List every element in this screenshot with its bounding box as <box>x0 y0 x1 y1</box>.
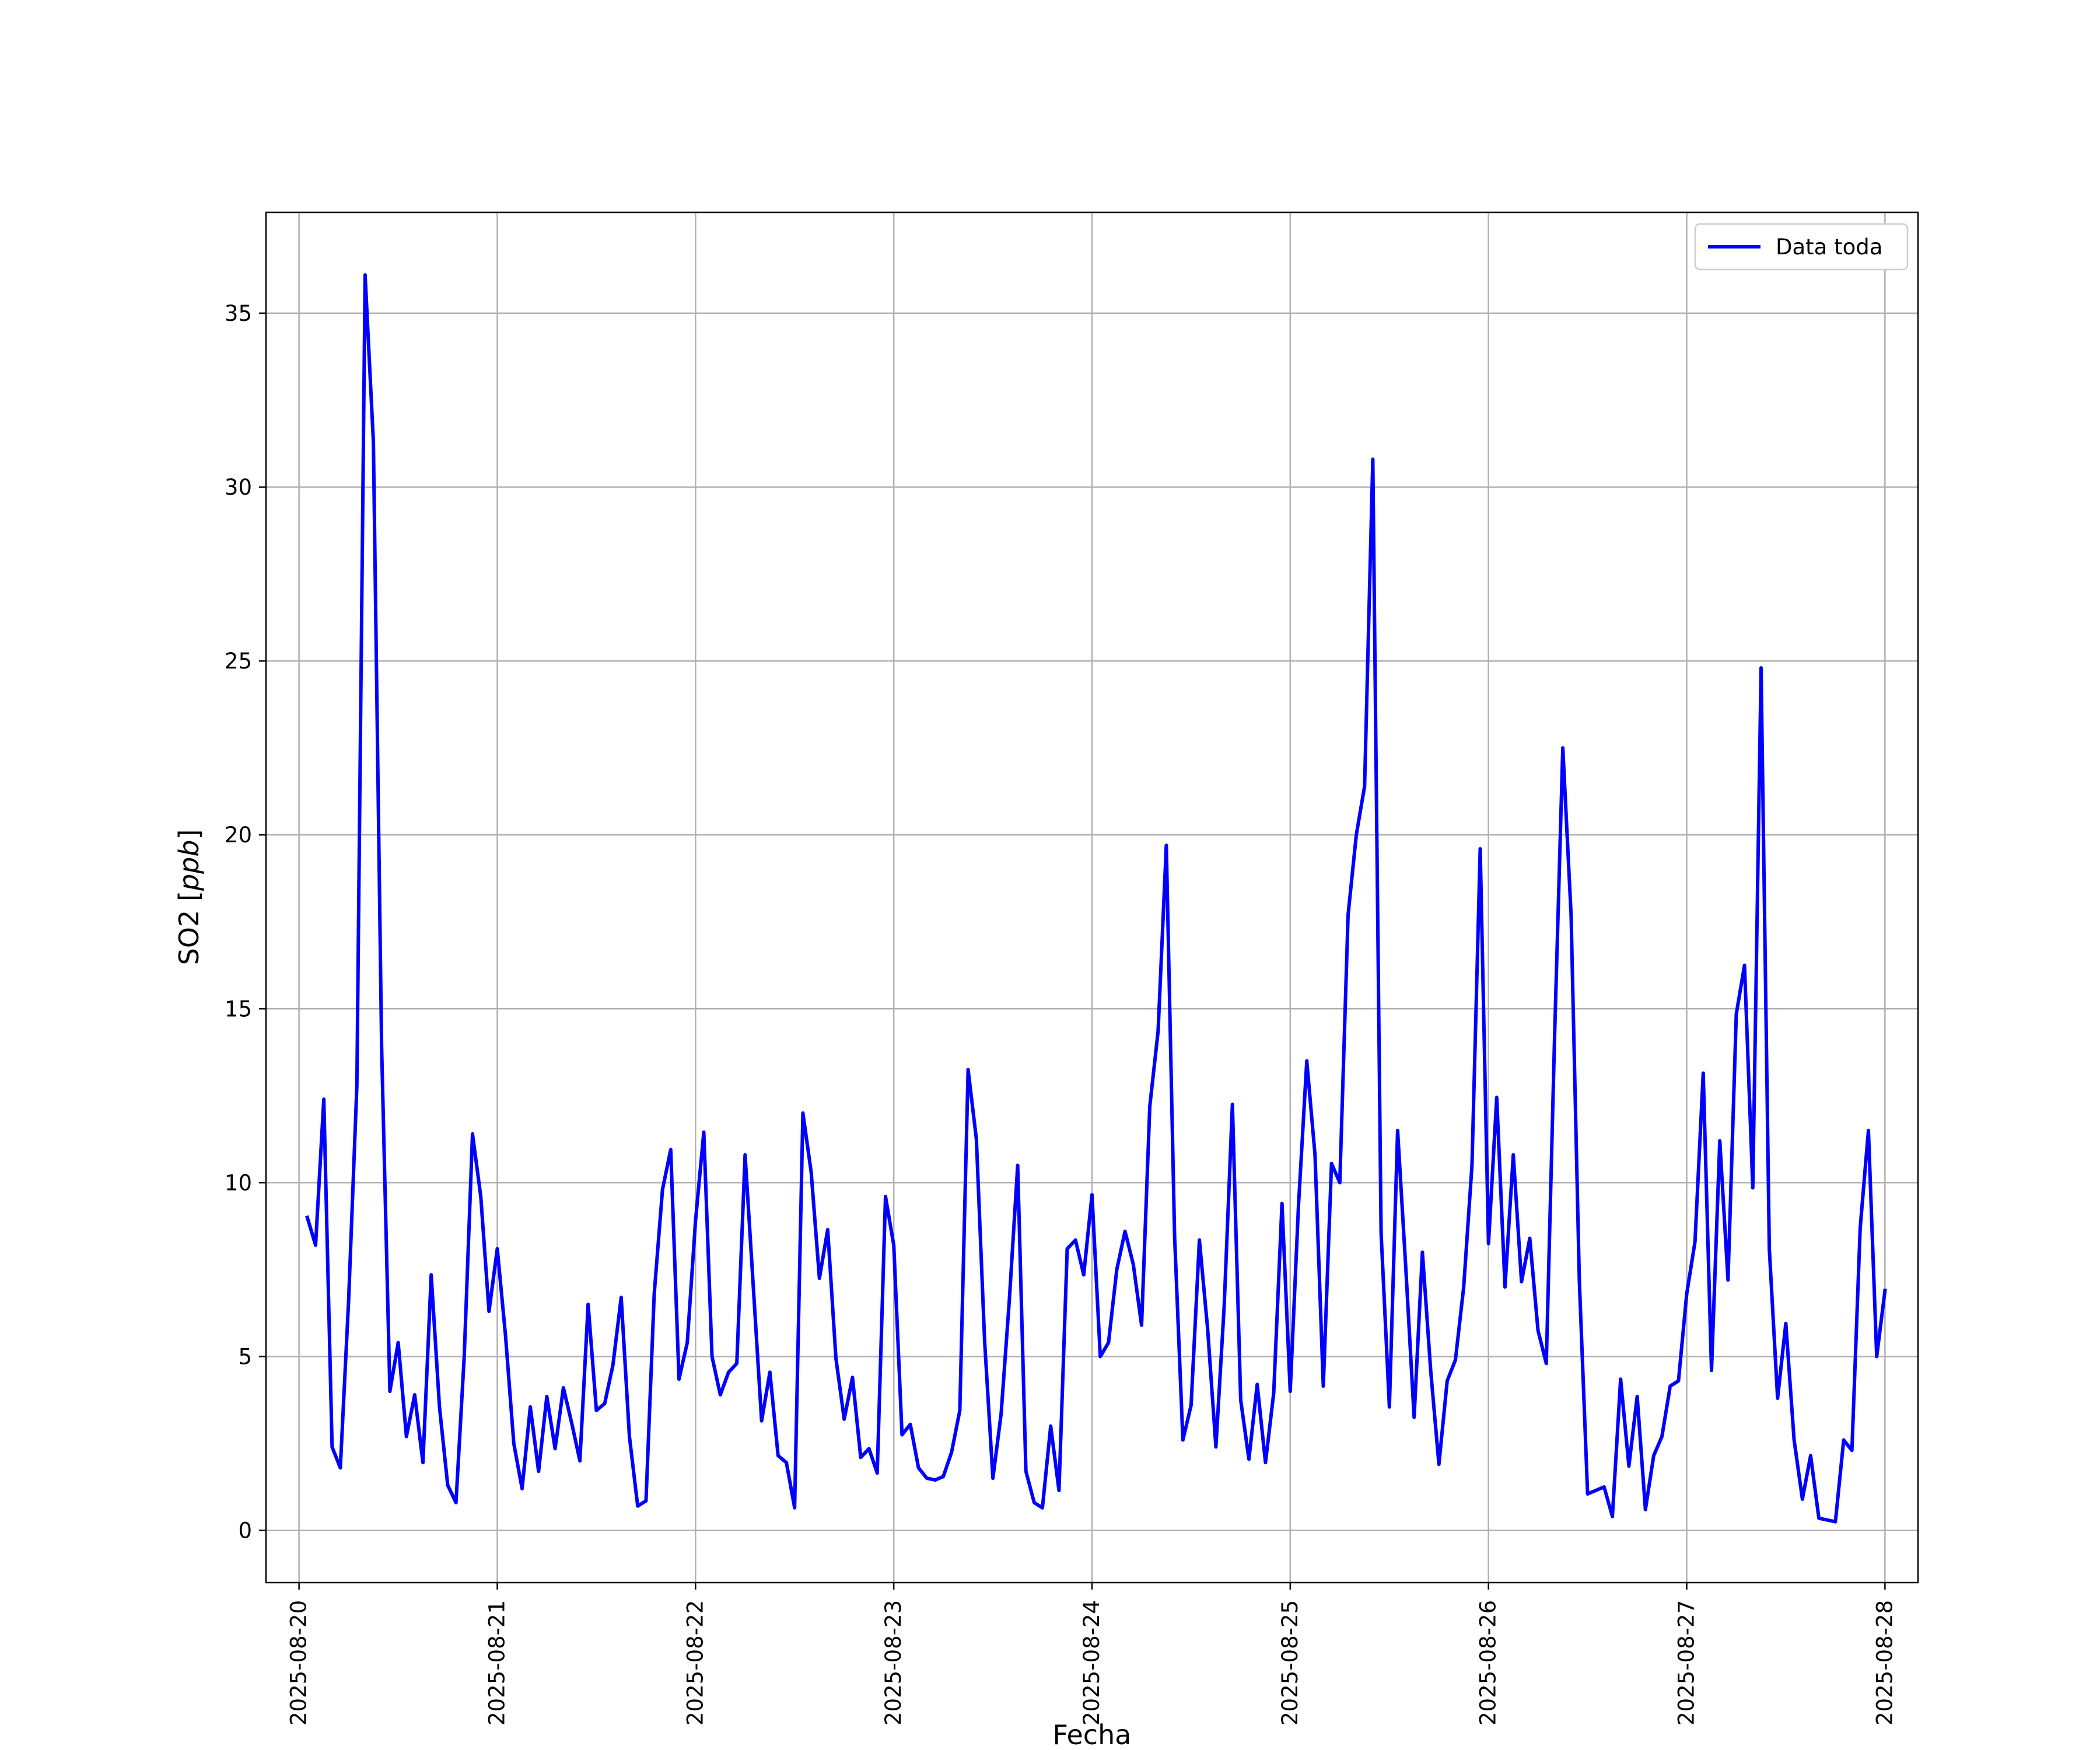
y-axis-label-bracket-close: ] <box>173 830 205 840</box>
legend-entry-label: Data toda <box>1776 235 1882 260</box>
x-tick-label: 2025-08-21 <box>484 1600 509 1726</box>
y-axis-label-bracket-open: [ <box>173 891 205 901</box>
y-tick-label: 15 <box>225 996 252 1021</box>
x-tick-label: 2025-08-23 <box>881 1600 906 1726</box>
x-tick-label: 2025-08-24 <box>1079 1600 1104 1726</box>
y-tick-label: 35 <box>225 301 252 326</box>
y-axis-label-unit: ppb <box>173 840 205 892</box>
y-axis-label: SO2 [ppb] <box>173 830 205 965</box>
y-tick-label: 0 <box>238 1518 252 1544</box>
x-axis-label: Fecha <box>1053 1719 1132 1750</box>
series-layer <box>305 273 1887 1524</box>
series-line-data-toda <box>305 273 1887 1524</box>
x-tick-label: 2025-08-22 <box>682 1600 708 1726</box>
legend-box <box>1694 223 1909 271</box>
x-tick-label: 2025-08-28 <box>1872 1600 1897 1726</box>
x-tick-label: 2025-08-27 <box>1674 1600 1699 1726</box>
x-tick-label: 2025-08-20 <box>286 1600 312 1726</box>
y-tick-label: 5 <box>238 1344 252 1369</box>
y-tick-label: 30 <box>225 475 252 500</box>
y-tick-label: 10 <box>225 1170 252 1195</box>
gridlines <box>266 212 1918 1583</box>
ticks: 2025-08-20 2025-08-21 2025-08-22 2025-08-23… <box>225 301 1897 1726</box>
x-tick-label: 2025-08-26 <box>1476 1600 1501 1726</box>
y-axis-label-text: SO2 <box>173 901 205 965</box>
y-tick-label: 20 <box>225 822 252 848</box>
legend: Data toda <box>1694 223 1909 271</box>
y-tick-label: 25 <box>225 649 252 674</box>
x-tick-label: 2025-08-25 <box>1278 1600 1303 1726</box>
